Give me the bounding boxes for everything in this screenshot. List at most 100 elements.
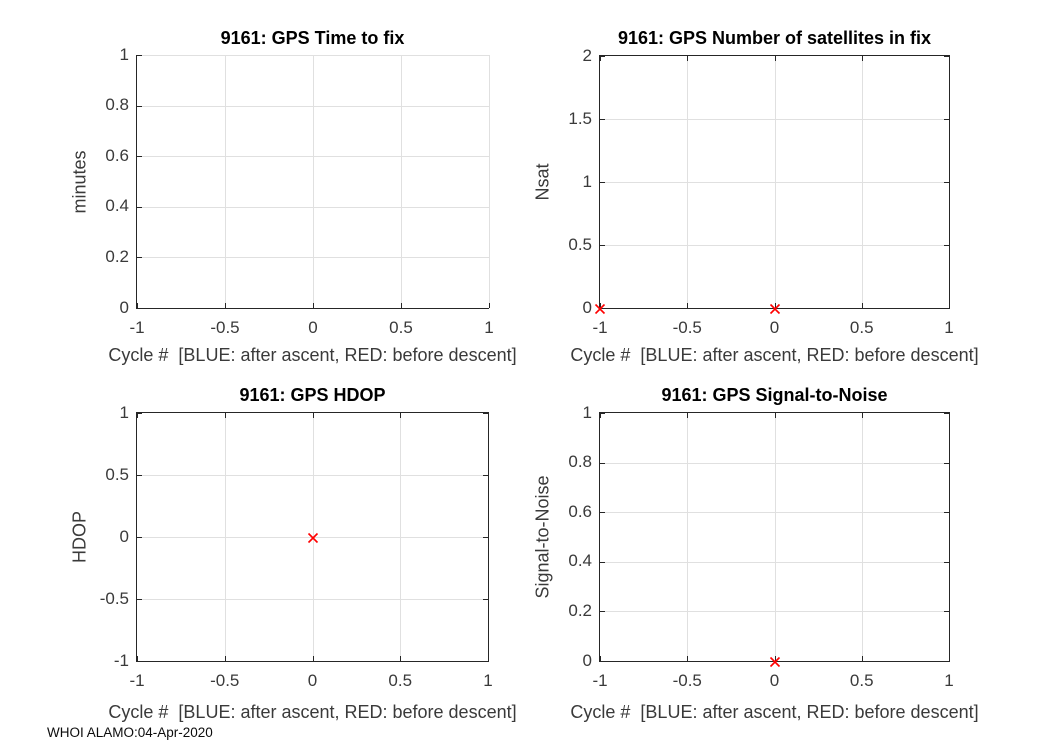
- plot-area: -1 -0.5 0 0.5 1 0 0.5 1 1.5 2: [568, 46, 953, 337]
- tick-mark: [488, 413, 489, 418]
- tick-mark: [944, 462, 949, 464]
- tick-mark: [600, 413, 605, 414]
- gridline: [313, 55, 314, 308]
- x-axis-label: Cycle # [BLUE: after ascent, RED: before…: [108, 345, 517, 365]
- gridline: [600, 245, 949, 246]
- tick-mark: [687, 413, 689, 418]
- gridline: [600, 462, 949, 464]
- tick-mark: [687, 656, 689, 661]
- subplot-title: 9161: GPS Time to fix: [220, 28, 405, 48]
- subplot-title: 9161: GPS HDOP: [239, 385, 386, 405]
- y-tick-label: 0.6: [568, 501, 592, 521]
- y-tick-label: 0.2: [568, 600, 592, 620]
- tick-mark: [600, 303, 601, 308]
- tick-mark: [774, 303, 776, 308]
- y-tick-label: 1.5: [568, 108, 592, 128]
- tick-mark: [137, 537, 142, 538]
- tick-mark: [944, 611, 949, 613]
- y-tick-label: 0: [119, 526, 129, 546]
- tick-mark: [944, 308, 949, 309]
- figure-watermark: WHOI ALAMO:04-Apr-2020: [47, 725, 213, 740]
- tick-mark: [949, 413, 950, 418]
- tick-mark: [944, 661, 949, 662]
- y-tick-label: 0.8: [105, 95, 129, 115]
- gridline: [687, 413, 689, 661]
- tick-mark: [224, 413, 226, 418]
- tick-mark: [137, 656, 138, 661]
- x-tick-label: 1: [944, 671, 954, 690]
- tick-mark: [313, 303, 314, 308]
- y-tick-label: 1: [582, 171, 592, 191]
- data-marker-x: [307, 531, 319, 544]
- subplot-gps-nsat: 9161: GPS Number of satellites in fix Ns…: [533, 28, 979, 365]
- y-tick-label: 0.4: [568, 551, 592, 571]
- tick-mark: [944, 413, 949, 414]
- tick-mark: [600, 56, 605, 57]
- y-tick-label: 0: [119, 297, 129, 317]
- data-marker-x: [769, 302, 781, 315]
- gridline: [137, 599, 488, 600]
- gridline: [137, 206, 489, 208]
- tick-mark: [949, 56, 950, 61]
- tick-mark: [861, 303, 863, 308]
- x-tick-label: -0.5: [210, 318, 240, 337]
- y-axis-label: Signal-to-Noise: [532, 475, 553, 599]
- tick-mark: [944, 182, 949, 183]
- tick-mark: [944, 245, 949, 246]
- gridline: [600, 561, 949, 563]
- gridline: [225, 55, 226, 308]
- gridline: [489, 55, 490, 308]
- tick-mark: [600, 182, 605, 183]
- tick-mark: [137, 303, 138, 308]
- tick-mark: [944, 561, 949, 563]
- tick-mark: [488, 656, 489, 661]
- tick-mark: [774, 413, 776, 418]
- x-tick-label: -0.5: [672, 318, 702, 337]
- tick-mark: [483, 537, 488, 538]
- gridline: [137, 475, 488, 476]
- tick-mark: [137, 308, 142, 309]
- tick-mark: [600, 611, 605, 613]
- tick-mark: [401, 303, 402, 308]
- tick-mark: [949, 656, 950, 661]
- tick-mark: [483, 661, 488, 662]
- x-tick-label: -0.5: [672, 671, 702, 690]
- tick-mark: [600, 308, 605, 309]
- tick-mark: [944, 512, 949, 514]
- tick-mark: [600, 119, 605, 120]
- tick-mark: [137, 413, 138, 418]
- subplot-gps-signal-to-noise: 9161: GPS Signal-to-Noise Signal-to-Nois…: [533, 385, 979, 722]
- gridline: [137, 257, 489, 259]
- tick-mark: [137, 257, 142, 259]
- tick-mark: [224, 656, 226, 661]
- x-tick-label: -1: [592, 318, 608, 337]
- tick-mark: [600, 413, 601, 418]
- tick-mark: [600, 245, 605, 246]
- subplot-gps-time-to-fix: 9161: GPS Time to fix minutes Cycle # [B…: [70, 28, 517, 365]
- x-tick-label: 0: [769, 671, 780, 690]
- x-tick-label: -1: [129, 671, 145, 690]
- subplot-gps-hdop: 9161: GPS HDOP HDOP Cycle # [BLUE: after…: [70, 385, 517, 722]
- y-tick-label: 1: [119, 44, 129, 64]
- tick-mark: [600, 462, 605, 464]
- tick-mark: [861, 656, 863, 661]
- tick-mark: [944, 56, 949, 57]
- tick-mark: [137, 475, 142, 476]
- gridline: [137, 105, 489, 107]
- x-tick-label: 1: [484, 318, 494, 337]
- x-tick-label: -1: [592, 671, 608, 690]
- y-tick-label: 0: [582, 297, 592, 317]
- tick-mark: [483, 413, 488, 414]
- tick-mark: [137, 206, 142, 208]
- tick-mark: [400, 656, 402, 661]
- data-marker-x: [769, 655, 781, 668]
- tick-mark: [312, 656, 314, 661]
- tick-mark: [600, 561, 605, 563]
- tick-mark: [137, 105, 142, 107]
- subplot-title: 9161: GPS Signal-to-Noise: [661, 385, 888, 405]
- x-tick-label: 0: [769, 318, 780, 337]
- x-tick-label: 1: [483, 671, 493, 690]
- y-tick-label: 0.6: [105, 145, 129, 165]
- y-tick-label: 1: [119, 402, 129, 422]
